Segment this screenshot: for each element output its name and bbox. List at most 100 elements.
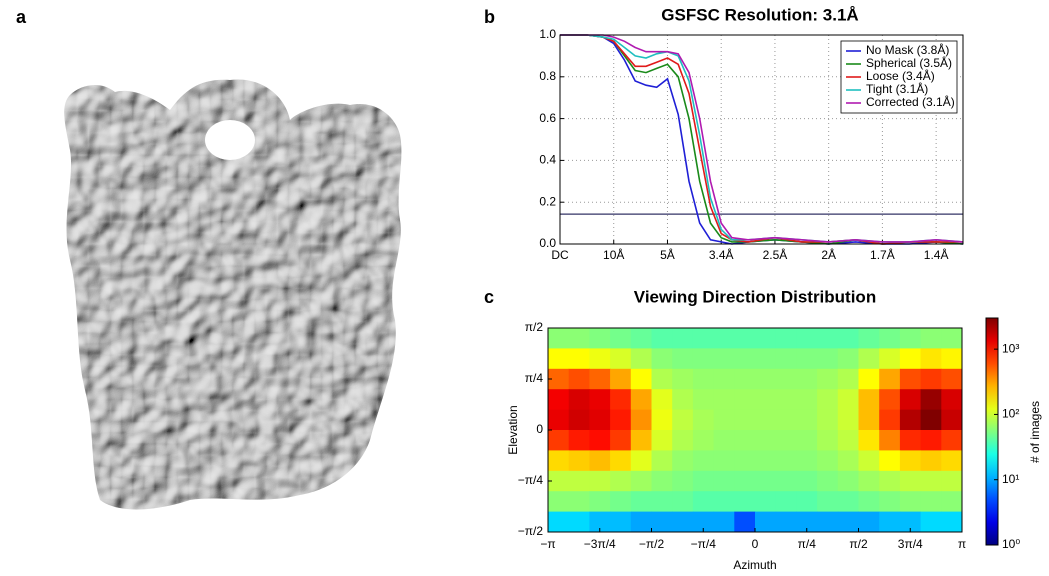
heat-cell: [920, 328, 942, 349]
heat-cell: [610, 409, 632, 431]
heat-cell: [941, 328, 963, 349]
colorbar-tick-label: 10¹: [1002, 472, 1019, 486]
heat-cell: [899, 328, 922, 349]
heat-cell: [775, 389, 797, 411]
x-tick-label: 3π/4: [898, 537, 923, 551]
heat-cell: [796, 328, 818, 349]
heat-cell: [879, 389, 901, 411]
heat-cell: [755, 389, 777, 411]
heat-cell: [879, 328, 901, 349]
heat-cell: [775, 328, 797, 349]
heat-cell: [568, 470, 590, 492]
heat-cell: [630, 348, 652, 370]
heat-cell: [548, 389, 570, 411]
heat-cell: [589, 389, 611, 411]
heat-cell: [610, 328, 632, 349]
heat-cell: [817, 491, 839, 513]
heat-cell: [672, 348, 694, 370]
panel-label: b: [484, 7, 495, 27]
heat-cell: [899, 348, 922, 370]
heat-cell: [568, 430, 590, 451]
heat-cell: [692, 409, 715, 431]
heat-cell: [941, 409, 963, 431]
heat-cell: [589, 430, 611, 451]
heat-cell: [734, 450, 756, 472]
heat-cell: [817, 450, 839, 472]
panel-label: c: [484, 287, 494, 307]
heat-cell: [755, 328, 777, 349]
y-tick-label: 0: [536, 422, 543, 436]
heat-cell: [941, 348, 963, 370]
heat-cell: [899, 409, 922, 431]
heat-cell: [548, 409, 570, 431]
y-tick-label: 1.0: [539, 27, 556, 41]
heat-cell: [941, 430, 963, 451]
heat-cell: [692, 348, 715, 370]
heat-cell: [755, 368, 777, 390]
heat-cell: [941, 368, 963, 390]
heat-cell: [817, 409, 839, 431]
heat-cell: [941, 470, 963, 492]
heat-cell: [651, 491, 673, 513]
heat-cell: [568, 328, 590, 349]
heat-cell: [589, 328, 611, 349]
heat-cell: [713, 328, 735, 349]
heat-cell: [920, 450, 942, 472]
heat-cell: [589, 450, 611, 472]
colorbar-tick-label: 10³: [1002, 341, 1019, 355]
heat-cell: [858, 430, 880, 451]
heat-cell: [568, 450, 590, 472]
heat-cell: [548, 430, 570, 451]
heat-cell: [713, 409, 735, 431]
heat-cell: [630, 328, 652, 349]
heat-cell: [610, 491, 632, 513]
legend-label: Spherical (3.5Å): [866, 55, 952, 70]
x-tick-label: −π/2: [639, 537, 665, 551]
heat-cell: [879, 511, 901, 533]
heat-cell: [879, 470, 901, 492]
heat-cell: [879, 348, 901, 370]
heat-cell: [899, 389, 922, 411]
heat-cell: [796, 450, 818, 472]
heat-cell: [837, 328, 859, 349]
x-tick-label: 1.7Å: [870, 247, 895, 262]
heat-cell: [858, 328, 880, 349]
heat-cell: [920, 430, 942, 451]
heat-cell: [775, 470, 797, 492]
heat-cell: [796, 491, 818, 513]
heat-cell: [817, 470, 839, 492]
fsc-curve: [560, 34, 964, 245]
heat-cell: [610, 511, 632, 533]
legend-label: No Mask (3.8Å): [866, 42, 949, 57]
plot-frame: [559, 34, 964, 245]
heat-cell: [920, 409, 942, 431]
colorbar: [985, 317, 999, 546]
heat-cell: [734, 470, 756, 492]
heat-cell: [651, 328, 673, 349]
heat-cell: [734, 328, 756, 349]
heat-cell: [734, 409, 756, 431]
heat-cell: [713, 368, 735, 390]
heat-cell: [630, 450, 652, 472]
y-tick-label: π/2: [525, 320, 544, 334]
heat-cell: [713, 389, 735, 411]
heat-cell: [817, 368, 839, 390]
heat-cell: [568, 389, 590, 411]
x-tick-label: 3.4Å: [709, 247, 734, 262]
heat-cell: [692, 328, 715, 349]
heat-cell: [692, 389, 715, 411]
heat-cell: [734, 368, 756, 390]
heat-cell: [548, 368, 570, 390]
heat-cell: [755, 450, 777, 472]
heat-cell: [755, 491, 777, 513]
heat-cell: [568, 348, 590, 370]
heat-cell: [796, 348, 818, 370]
heat-cell: [672, 430, 694, 451]
heat-cell: [548, 348, 570, 370]
heat-cell: [672, 450, 694, 472]
heat-cell: [879, 409, 901, 431]
heat-cell: [899, 470, 922, 492]
x-tick-label: π/2: [849, 537, 868, 551]
heat-cell: [734, 491, 756, 513]
density-map: [64, 79, 402, 510]
